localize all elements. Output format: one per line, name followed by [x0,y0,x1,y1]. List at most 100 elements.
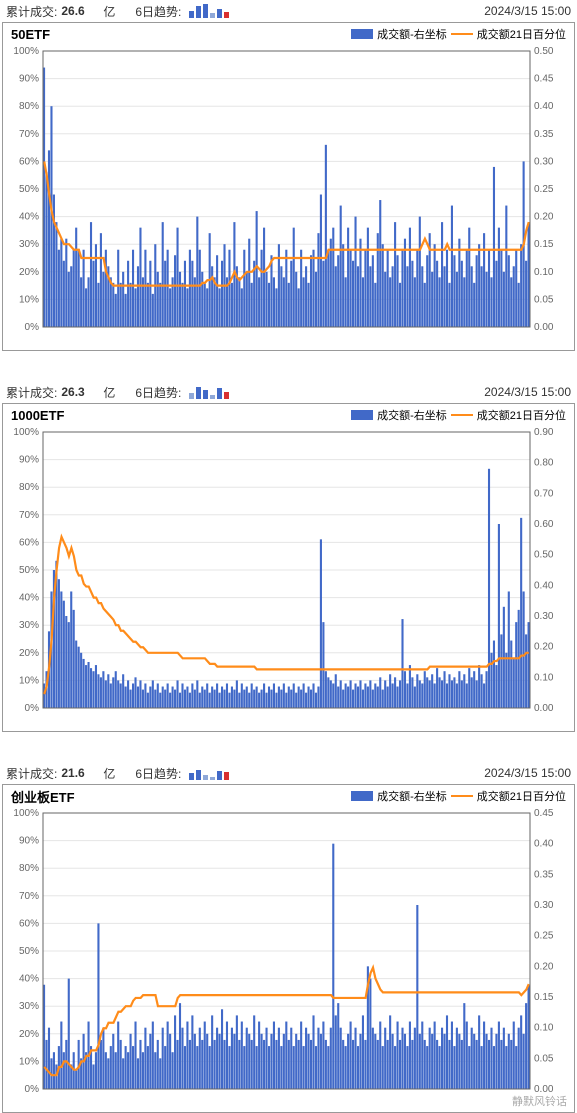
svg-text:80%: 80% [19,863,39,874]
svg-text:0.50: 0.50 [534,550,554,561]
svg-text:50%: 50% [19,565,39,576]
svg-text:0.40: 0.40 [534,580,554,591]
line-swatch-icon [451,414,473,416]
svg-text:70%: 70% [19,891,39,902]
cumulative-value: 26.6 [61,4,99,18]
svg-text:0.10: 0.10 [534,267,554,278]
svg-text:0.90: 0.90 [534,427,554,438]
svg-text:40%: 40% [19,974,39,985]
svg-text:10%: 10% [19,294,39,305]
svg-text:0.60: 0.60 [534,519,554,530]
svg-text:10%: 10% [19,675,39,686]
datetime-label: 2024/3/15 15:00 [484,385,571,399]
watermark: 静默风铃话 [0,1093,577,1109]
bar-swatch-icon [351,791,373,801]
chart-legend: 成交额-右坐标 成交额21日百分位 [351,407,566,423]
cumulative-label: 累计成交: [6,765,57,782]
unit-label: 亿 [103,3,115,20]
svg-text:30%: 30% [19,239,39,250]
bar-swatch-icon [351,29,373,39]
svg-text:0.25: 0.25 [534,184,554,195]
legend-bar-label: 成交额-右坐标 [377,788,447,804]
svg-text:0.45: 0.45 [534,74,554,85]
svg-text:0.35: 0.35 [534,129,554,140]
svg-text:60%: 60% [19,537,39,548]
svg-text:0.80: 0.80 [534,458,554,469]
svg-text:10%: 10% [19,1056,39,1067]
chart-header: 创业板ETF 成交额-右坐标 成交额21日百分位 [3,785,574,807]
svg-text:0.05: 0.05 [534,1053,554,1064]
svg-text:40%: 40% [19,212,39,223]
datetime-label: 2024/3/15 15:00 [484,4,571,18]
svg-text:0.00: 0.00 [534,703,554,714]
svg-text:0.15: 0.15 [534,992,554,1003]
svg-text:40%: 40% [19,593,39,604]
chart-panel: 累计成交: 26.6 亿 6日趋势: 2024/3/15 15:00 50ETF… [0,0,577,351]
svg-text:20%: 20% [19,648,39,659]
svg-text:0.70: 0.70 [534,488,554,499]
trend-bars [189,766,229,780]
svg-text:0.20: 0.20 [534,212,554,223]
svg-text:0.50: 0.50 [534,46,554,57]
svg-text:30%: 30% [19,1001,39,1012]
cumulative-label: 累计成交: [6,3,57,20]
svg-text:30%: 30% [19,620,39,631]
svg-text:90%: 90% [19,836,39,847]
svg-text:0.10: 0.10 [534,672,554,683]
svg-text:50%: 50% [19,184,39,195]
svg-text:100%: 100% [13,427,39,438]
chart-svg: 0%10%20%30%40%50%60%70%80%90%100%0.000.0… [3,807,570,1107]
svg-text:80%: 80% [19,101,39,112]
svg-text:0.20: 0.20 [534,642,554,653]
legend-line-label: 成交额21日百分位 [477,26,566,42]
chart-header: 1000ETF 成交额-右坐标 成交额21日百分位 [3,404,574,426]
svg-text:100%: 100% [13,808,39,819]
cumulative-label: 累计成交: [6,384,57,401]
chart-panel: 累计成交: 21.6 亿 6日趋势: 2024/3/15 15:00 创业板ET… [0,762,577,1113]
svg-text:0.05: 0.05 [534,294,554,305]
svg-text:70%: 70% [19,510,39,521]
unit-label: 亿 [103,384,115,401]
chart-svg: 0%10%20%30%40%50%60%70%80%90%100%0.000.0… [3,45,570,345]
svg-text:60%: 60% [19,156,39,167]
trend-label: 6日趋势: [135,765,181,782]
svg-text:20%: 20% [19,267,39,278]
svg-text:0.30: 0.30 [534,156,554,167]
cumulative-value: 26.3 [61,385,99,399]
trend-bars [189,4,229,18]
svg-text:0.30: 0.30 [534,900,554,911]
legend-line-label: 成交额21日百分位 [477,407,566,423]
chart-legend: 成交额-右坐标 成交额21日百分位 [351,788,566,804]
svg-text:0%: 0% [25,322,40,333]
chart-header: 50ETF 成交额-右坐标 成交额21日百分位 [3,23,574,45]
chart-box: 创业板ETF 成交额-右坐标 成交额21日百分位 0%10%20%30%40%5… [2,784,575,1113]
legend-bar-label: 成交额-右坐标 [377,26,447,42]
svg-text:0.20: 0.20 [534,961,554,972]
svg-text:50%: 50% [19,946,39,957]
svg-text:0.40: 0.40 [534,101,554,112]
chart-svg: 0%10%20%30%40%50%60%70%80%90%100%0.000.1… [3,426,570,726]
svg-text:70%: 70% [19,129,39,140]
svg-text:0%: 0% [25,703,40,714]
cumulative-value: 21.6 [61,766,99,780]
svg-text:0.35: 0.35 [534,869,554,880]
chart-legend: 成交额-右坐标 成交额21日百分位 [351,26,566,42]
line-swatch-icon [451,33,473,35]
chart-box: 50ETF 成交额-右坐标 成交额21日百分位 0% 10% 20% 30% 40% 50… [2,22,575,351]
chart-box: 1000ETF 成交额-右坐标 成交额21日百分位 0% 10% 20% 30% 40%… [2,403,575,732]
unit-label: 亿 [103,765,115,782]
chart-title: 50ETF [11,27,50,42]
svg-text:100%: 100% [13,46,39,57]
bar-swatch-icon [351,410,373,420]
svg-text:0.00: 0.00 [534,322,554,333]
trend-bars [189,385,229,399]
chart-title: 创业板ETF [11,787,75,806]
svg-text:20%: 20% [19,1029,39,1040]
svg-text:0.25: 0.25 [534,931,554,942]
svg-text:0.15: 0.15 [534,239,554,250]
svg-text:0.40: 0.40 [534,839,554,850]
line-swatch-icon [451,795,473,797]
svg-text:0.10: 0.10 [534,1023,554,1034]
trend-label: 6日趋势: [135,3,181,20]
legend-bar-label: 成交额-右坐标 [377,407,447,423]
